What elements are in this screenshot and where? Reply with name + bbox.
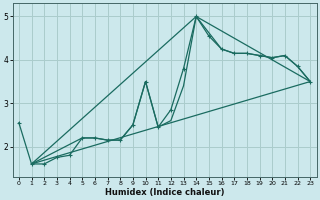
X-axis label: Humidex (Indice chaleur): Humidex (Indice chaleur) <box>105 188 224 197</box>
